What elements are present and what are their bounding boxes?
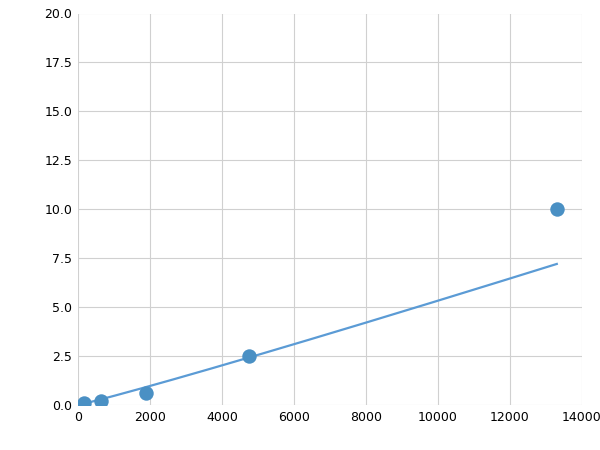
Point bbox=[142, 390, 151, 397]
Point bbox=[96, 397, 106, 405]
Point bbox=[244, 352, 254, 360]
Point bbox=[79, 400, 88, 407]
Point bbox=[552, 206, 562, 213]
